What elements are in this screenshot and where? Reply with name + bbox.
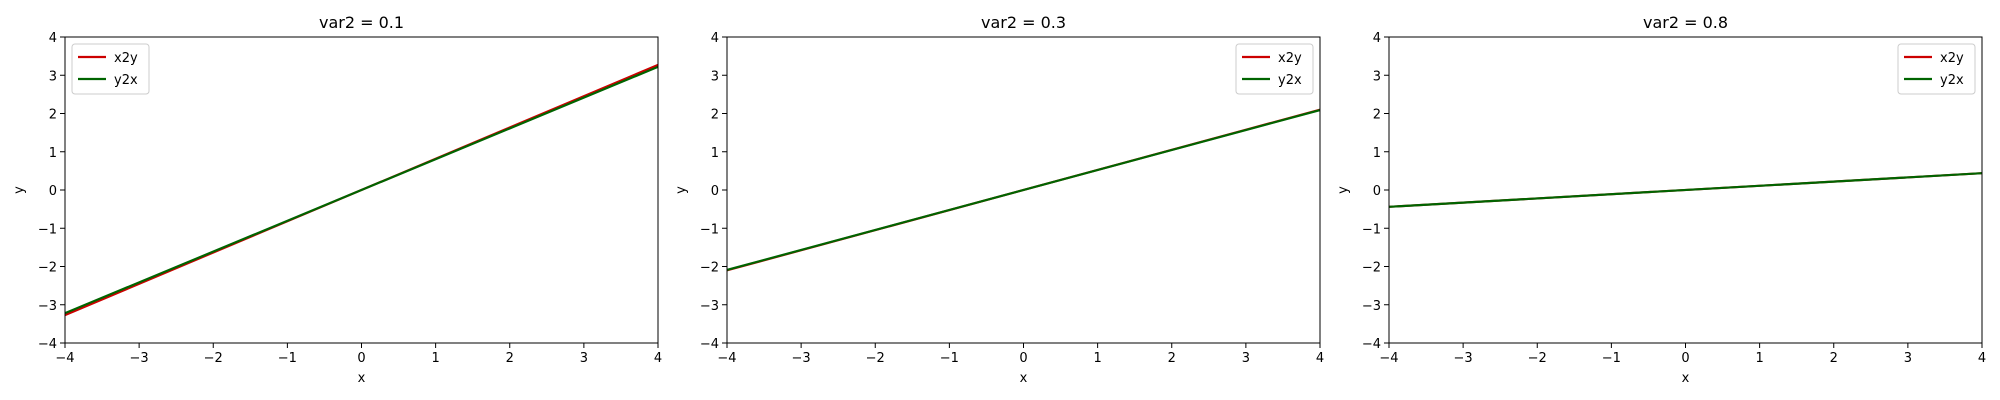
x-tick-label: −2	[866, 351, 885, 366]
legend-label-x2y: x2y	[114, 51, 138, 66]
y-tick-label: −4	[1362, 337, 1381, 352]
y-tick-label: −3	[1362, 299, 1381, 314]
x-tick-label: −2	[204, 351, 223, 366]
x-tick-label: −1	[278, 351, 297, 366]
y-tick-label: −1	[700, 222, 719, 237]
x-tick-label: 1	[1755, 351, 1763, 366]
x-tick-label: 4	[1316, 351, 1324, 366]
subplot-title: var2 = 0.1	[319, 13, 404, 32]
y-tick-label: −4	[700, 337, 719, 352]
y-tick-label: −2	[1362, 261, 1381, 276]
legend-label-y2x: y2x	[1278, 73, 1302, 88]
series-line-y2x	[727, 108, 1320, 272]
y-tick-label: 2	[1373, 108, 1381, 123]
x-tick-label: 0	[357, 351, 365, 366]
y-tick-label: 0	[49, 184, 57, 199]
y-tick-label: 0	[1373, 184, 1381, 199]
y-axis-label: y	[1336, 186, 1351, 194]
y-tick-label: −4	[38, 337, 57, 352]
x-tick-label: 3	[1904, 351, 1912, 366]
y-tick-label: 0	[711, 184, 719, 199]
series-line-y2x	[1389, 172, 1982, 208]
x-axis-label: x	[1682, 371, 1690, 386]
x-tick-label: 4	[1978, 351, 1986, 366]
x-axis-label: x	[358, 371, 366, 386]
x-tick-label: 2	[506, 351, 514, 366]
y-tick-label: 1	[711, 146, 719, 161]
x-tick-label: 2	[1168, 351, 1176, 366]
y-tick-label: 4	[711, 31, 719, 46]
x-tick-label: 1	[1093, 351, 1101, 366]
legend-label-x2y: x2y	[1278, 51, 1302, 66]
y-tick-label: 1	[49, 146, 57, 161]
y-tick-label: 1	[1373, 146, 1381, 161]
y-tick-label: 3	[49, 69, 57, 84]
x-tick-label: −3	[130, 351, 149, 366]
y-tick-label: 2	[711, 108, 719, 123]
x-tick-label: −2	[1528, 351, 1547, 366]
y-tick-label: 4	[1373, 31, 1381, 46]
x-tick-label: 4	[654, 351, 662, 366]
x-tick-label: −3	[792, 351, 811, 366]
series-line-y2x	[65, 65, 658, 315]
x-tick-label: −3	[1454, 351, 1473, 366]
legend-label-y2x: y2x	[114, 73, 138, 88]
y-tick-label: 4	[49, 31, 57, 46]
subplot-1: −4 −3 −2 −1 0 1 2 3 4 −4 −3 −2 −1 0 1 2 3 4 var2 = 0.1 x y x2…	[12, 13, 662, 386]
subplot-3: −4 −3 −2 −1 0 1 2 3 4 −4 −3 −2 −1 0 1 2 3 4 var2 = 0.8 x y x2…	[1336, 13, 1986, 386]
x-tick-label: −1	[1602, 351, 1621, 366]
y-tick-label: −2	[700, 261, 719, 276]
y-tick-label: −1	[38, 222, 57, 237]
x-tick-label: −1	[940, 351, 959, 366]
x-tick-label: 3	[580, 351, 588, 366]
y-tick-label: 2	[49, 108, 57, 123]
x-tick-label: −4	[1379, 351, 1398, 366]
y-tick-label: −3	[38, 299, 57, 314]
subplot-title: var2 = 0.8	[1643, 13, 1728, 32]
y-tick-label: 3	[711, 69, 719, 84]
subplot-title: var2 = 0.3	[981, 13, 1066, 32]
x-tick-label: 2	[1830, 351, 1838, 366]
x-tick-label: −4	[717, 351, 736, 366]
x-tick-label: 3	[1242, 351, 1250, 366]
legend-label-y2x: y2x	[1940, 73, 1964, 88]
y-tick-label: −1	[1362, 222, 1381, 237]
x-tick-label: −4	[55, 351, 74, 366]
y-tick-label: −2	[38, 261, 57, 276]
x-axis-label: x	[1020, 371, 1028, 386]
subplot-2: −4 −3 −2 −1 0 1 2 3 4 −4 −3 −2 −1 0 1 2 3 4 var2 = 0.3 x y x2…	[674, 13, 1324, 386]
y-tick-label: −3	[700, 299, 719, 314]
y-tick-label: 3	[1373, 69, 1381, 84]
x-tick-label: 1	[431, 351, 439, 366]
y-axis-label: y	[674, 186, 689, 194]
x-tick-label: 0	[1019, 351, 1027, 366]
x-tick-label: 0	[1681, 351, 1689, 366]
legend-label-x2y: x2y	[1940, 51, 1964, 66]
y-axis-label: y	[12, 186, 27, 194]
